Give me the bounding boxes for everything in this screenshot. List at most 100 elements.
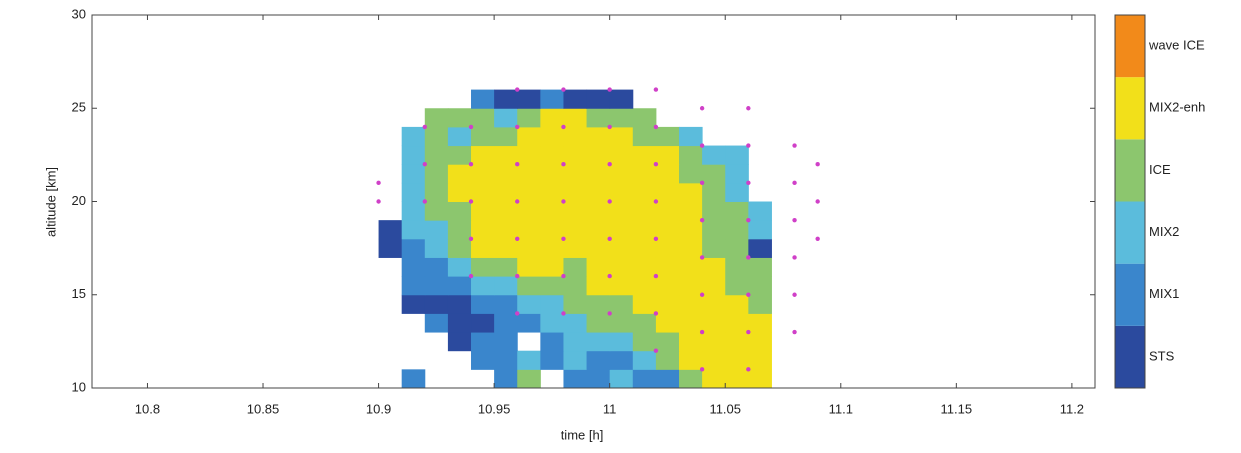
cell <box>609 108 634 128</box>
cell <box>632 126 657 147</box>
cell <box>471 89 495 109</box>
cell <box>563 276 588 296</box>
cell <box>586 201 611 221</box>
dot <box>653 348 659 353</box>
cell <box>725 145 749 165</box>
dot <box>699 367 705 372</box>
cell <box>424 276 449 296</box>
cell <box>586 332 611 352</box>
dot <box>653 124 659 130</box>
cell <box>725 201 749 221</box>
colorbar-frame <box>1114 14 1146 389</box>
cell <box>540 332 564 352</box>
cell <box>655 294 680 314</box>
cell <box>471 126 495 147</box>
cell <box>517 313 541 333</box>
cell <box>609 257 634 277</box>
cell <box>655 350 680 370</box>
cell <box>447 164 472 184</box>
cell <box>494 89 518 109</box>
cell <box>424 145 449 165</box>
cell <box>702 257 726 277</box>
cell <box>702 332 726 352</box>
dot <box>561 273 566 279</box>
cell <box>655 201 680 221</box>
cell <box>471 201 495 221</box>
cell <box>471 220 495 240</box>
y-tick-label: 10 <box>72 379 86 394</box>
y-tick-label: 15 <box>72 286 86 301</box>
cell <box>540 108 564 128</box>
cell <box>655 182 680 202</box>
dot <box>468 199 474 204</box>
cell <box>586 313 611 333</box>
cell <box>725 276 749 296</box>
cell <box>540 89 564 109</box>
dot <box>515 87 520 92</box>
cell <box>632 164 657 184</box>
cell <box>632 276 657 296</box>
dot <box>515 124 520 130</box>
cell <box>447 182 472 202</box>
cell <box>563 294 588 314</box>
dot <box>515 311 520 316</box>
cell <box>586 257 611 277</box>
cell <box>632 108 657 128</box>
cell <box>679 182 703 202</box>
cell <box>563 332 588 352</box>
cell <box>563 369 588 389</box>
cell <box>540 145 564 165</box>
dot <box>607 311 612 316</box>
cell <box>401 238 426 258</box>
cell <box>702 350 726 370</box>
cell <box>517 369 541 389</box>
cell <box>609 89 634 109</box>
cell <box>725 369 749 389</box>
x-tick-label: 11.15 <box>941 401 973 416</box>
cell <box>447 145 472 165</box>
cell <box>632 369 657 389</box>
cell <box>471 294 495 314</box>
dot <box>746 106 751 111</box>
cell <box>378 238 403 258</box>
cell <box>748 332 772 352</box>
cell <box>748 313 772 333</box>
dot <box>607 199 612 204</box>
cell <box>748 350 772 370</box>
cell <box>540 126 564 147</box>
y-tick-label: 25 <box>72 100 86 115</box>
cell <box>609 369 634 389</box>
cell <box>447 201 472 221</box>
cell <box>632 182 657 202</box>
dot <box>607 273 612 279</box>
cell <box>401 164 426 184</box>
x-tick-label: 10.95 <box>478 401 511 416</box>
dot <box>653 273 659 279</box>
cell <box>447 276 472 296</box>
cell <box>517 294 541 314</box>
dot <box>746 217 751 223</box>
cell <box>494 257 518 277</box>
dot <box>468 162 474 167</box>
cell <box>471 350 495 370</box>
dot <box>561 199 566 204</box>
cell <box>586 164 611 184</box>
cell <box>748 238 772 258</box>
cell <box>540 164 564 184</box>
cell <box>702 276 726 296</box>
cell <box>471 108 495 128</box>
x-axis-label: time [h] <box>561 427 604 442</box>
dot <box>561 236 566 241</box>
dot <box>792 329 797 335</box>
cell <box>586 369 611 389</box>
cell <box>725 164 749 184</box>
cell <box>471 313 495 333</box>
cell <box>517 220 541 240</box>
cell <box>655 369 680 389</box>
dot <box>561 311 566 316</box>
cell <box>609 276 634 296</box>
cell <box>679 145 703 165</box>
cell <box>586 145 611 165</box>
cell <box>563 89 588 109</box>
